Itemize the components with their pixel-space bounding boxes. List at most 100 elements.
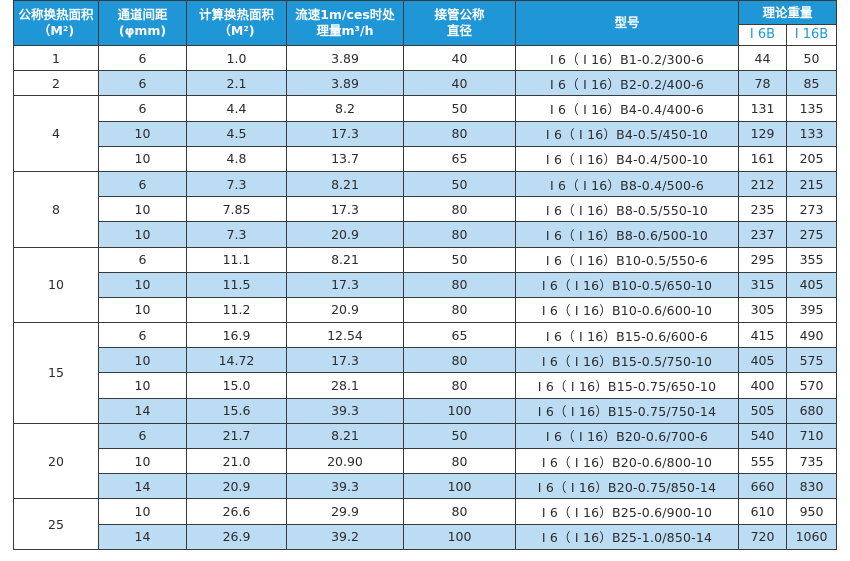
cell-w1: 235 [738, 196, 787, 223]
cell-flow: 20.9 [286, 296, 404, 324]
cell-pipe: 100 [403, 397, 516, 424]
cell-pipe: 80 [403, 221, 516, 248]
cell-w2: 680 [785, 397, 838, 424]
cell-flow: 12.54 [286, 322, 404, 349]
cell-flow: 8.21 [286, 246, 404, 273]
cell-calc: 15.6 [186, 397, 287, 424]
cell-gap: 10 [98, 347, 187, 374]
cell-gap: 10 [98, 145, 187, 172]
cell-model: I 6（ I 16）B4-0.4/400-6 [515, 95, 739, 122]
cell-w2: 950 [785, 498, 838, 525]
table-row: 14 15.6 39.3 100 I 6（ I 16）B15-0.75/750-14 50… [14, 397, 838, 424]
cell-calc: 4.4 [186, 95, 287, 122]
cell-gap: 6 [98, 322, 187, 349]
cell-w2: 50 [785, 44, 838, 72]
spec-table: 公称换热面积（M²) 通道间距(φmm) 计算换热面积（M²) 流速1m/ces… [13, 0, 838, 550]
cell-w1: 237 [738, 221, 787, 248]
nominal-area-cell: 8 [13, 170, 99, 248]
cell-calc: 11.5 [186, 271, 287, 298]
cell-pipe: 65 [403, 145, 516, 172]
cell-flow: 3.89 [286, 44, 404, 72]
cell-model: I 6（ I 16）B4-0.5/450-10 [515, 120, 739, 147]
table-row: 10 4.8 13.7 65 I 6（ I 16）B4-0.4/500-10 161 205 [14, 145, 838, 172]
header-pipe: 接管公称直径 [403, 0, 516, 46]
cell-w1: 660 [738, 473, 787, 500]
cell-w1: 295 [738, 246, 787, 273]
table-row: 20 6 21.7 8.21 50 I 6（ I 16）B20-0.6/700-6 540 7… [13, 422, 838, 500]
cell-flow: 28.1 [286, 372, 404, 399]
cell-flow: 17.3 [286, 271, 404, 298]
cell-gap: 10 [98, 120, 187, 147]
cell-w1: 400 [738, 372, 787, 399]
header-area-label: 公称换热面积（M²) [18, 7, 94, 38]
cell-model: I 6（ I 16）B8-0.5/550-10 [515, 196, 739, 223]
cell-calc: 4.8 [186, 145, 287, 172]
spec-table-body: 1 6 1.0 3.89 40 I 6（ I 16）B1-0.2/300-6 44 50 2 6 2… [13, 44, 838, 550]
cell-flow: 13.7 [286, 145, 404, 172]
cell-gap: 10 [98, 271, 187, 298]
cell-w2: 135 [785, 95, 838, 122]
cell-flow: 8.21 [286, 170, 404, 198]
cell-pipe: 50 [403, 422, 516, 450]
cell-flow: 8.21 [286, 422, 404, 450]
cell-flow: 39.3 [286, 397, 404, 424]
cell-gap: 14 [98, 523, 187, 550]
cell-flow: 17.3 [286, 196, 404, 223]
cell-w2: 275 [785, 221, 838, 248]
cell-pipe: 50 [403, 170, 516, 198]
cell-model: I 6（ I 16）B20-0.6/800-10 [515, 447, 739, 475]
cell-w1: 415 [738, 322, 787, 349]
cell-w1: 161 [738, 145, 787, 172]
cell-calc: 14.72 [186, 347, 287, 374]
cell-calc: 26.6 [186, 498, 287, 525]
table-row: 10 7.85 17.3 80 I 6（ I 16）B8-0.5/550-10 235 27… [14, 196, 838, 223]
header-weight-i16b: I 16B [785, 24, 838, 46]
cell-w1: 305 [738, 296, 787, 324]
cell-pipe: 80 [403, 447, 516, 475]
cell-pipe: 80 [403, 196, 516, 223]
cell-w1: 405 [738, 347, 787, 374]
cell-flow: 20.9 [286, 221, 404, 248]
table-row: 10 7.3 20.9 80 I 6（ I 16）B8-0.6/500-10 237 275 [14, 221, 838, 248]
header-pipe-label: 接管公称直径 [434, 7, 485, 38]
header-weight-label: 理论重量 [762, 4, 813, 20]
cell-w1: 555 [738, 447, 787, 475]
header-flow: 流速1m/ces时处理量m³/h [286, 0, 404, 46]
cell-pipe: 40 [403, 44, 516, 72]
cell-flow: 39.2 [286, 523, 404, 550]
table-row: 10 11.2 20.9 80 I 6（ I 16）B10-0.6/600-10 305 3… [14, 296, 838, 324]
header-calc: 计算换热面积（M²) [186, 0, 287, 46]
cell-gap: 10 [98, 498, 187, 525]
table-row: 10 15.0 28.1 80 I 6（ I 16）B15-0.75/650-10 400… [14, 372, 838, 399]
cell-gap: 6 [98, 44, 187, 72]
cell-pipe: 80 [403, 271, 516, 298]
cell-model: I 6（ I 16）B10-0.5/650-10 [515, 271, 739, 298]
cell-w2: 355 [785, 246, 838, 273]
cell-w2: 710 [785, 422, 838, 450]
cell-model: I 6（ I 16）B15-0.75/750-14 [515, 397, 739, 424]
cell-w1: 610 [738, 498, 787, 525]
cell-pipe: 80 [403, 347, 516, 374]
cell-w1: 44 [738, 44, 787, 72]
table-row: 14 20.9 39.3 100 I 6（ I 16）B20-0.75/850-14 66… [14, 473, 838, 500]
cell-pipe: 80 [403, 296, 516, 324]
cell-flow: 8.2 [286, 95, 404, 122]
cell-w2: 133 [785, 120, 838, 147]
nominal-area-cell: 1 [13, 44, 99, 72]
cell-calc: 1.0 [186, 44, 287, 72]
cell-model: I 6（ I 16）B4-0.4/500-10 [515, 145, 739, 172]
cell-w2: 735 [785, 447, 838, 475]
header-model: 型号 [515, 0, 739, 46]
cell-w2: 830 [785, 473, 838, 500]
header-weight-i6b: I 6B [738, 24, 787, 46]
nominal-area-cell: 4 [13, 95, 99, 172]
cell-model: I 6（ I 16）B8-0.6/500-10 [515, 221, 739, 248]
cell-calc: 16.9 [186, 322, 287, 349]
cell-gap: 14 [98, 397, 187, 424]
cell-flow: 20.90 [286, 447, 404, 475]
cell-gap: 10 [98, 447, 187, 475]
cell-pipe: 65 [403, 322, 516, 349]
nominal-area-cell: 20 [13, 422, 99, 500]
cell-w2: 490 [785, 322, 838, 349]
cell-w1: 131 [738, 95, 787, 122]
